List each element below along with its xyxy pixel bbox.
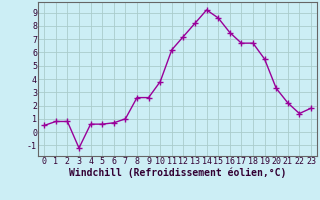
X-axis label: Windchill (Refroidissement éolien,°C): Windchill (Refroidissement éolien,°C) bbox=[69, 168, 286, 178]
